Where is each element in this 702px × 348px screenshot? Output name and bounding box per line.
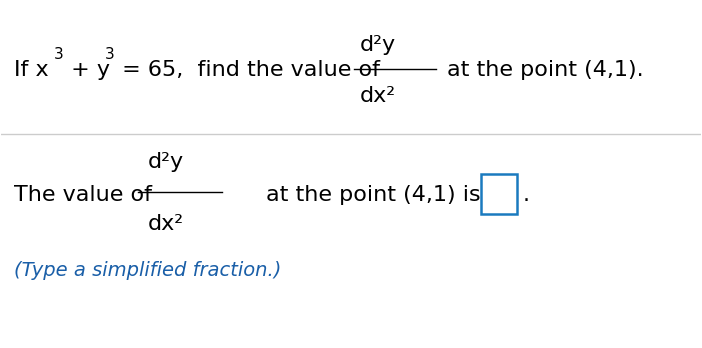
Text: dx²: dx² bbox=[359, 86, 396, 106]
Text: at the point (4,1) is: at the point (4,1) is bbox=[265, 185, 480, 205]
Text: 3: 3 bbox=[54, 47, 64, 62]
Text: at the point (4,1).: at the point (4,1). bbox=[447, 61, 644, 80]
Text: .: . bbox=[523, 185, 530, 205]
Text: = 65,  find the value of: = 65, find the value of bbox=[114, 61, 380, 80]
Text: + y: + y bbox=[65, 61, 110, 80]
Text: The value of: The value of bbox=[14, 185, 152, 205]
Text: (Type a simplified fraction.): (Type a simplified fraction.) bbox=[14, 261, 282, 280]
Text: d²y: d²y bbox=[147, 152, 184, 172]
Text: dx²: dx² bbox=[147, 214, 184, 234]
Text: d²y: d²y bbox=[359, 34, 396, 55]
FancyBboxPatch shape bbox=[481, 174, 517, 214]
Text: 3: 3 bbox=[105, 47, 114, 62]
Text: If x: If x bbox=[14, 61, 48, 80]
